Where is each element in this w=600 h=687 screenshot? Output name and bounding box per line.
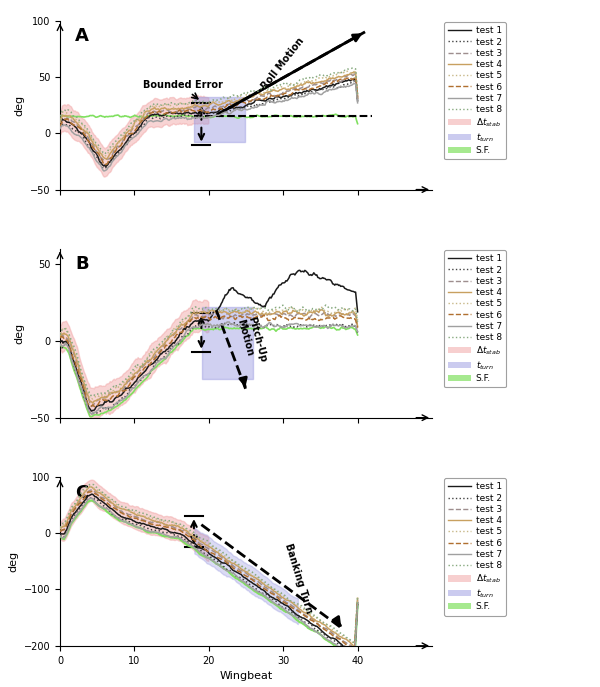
Text: Bounded Error: Bounded Error xyxy=(143,80,223,91)
Text: C: C xyxy=(75,484,88,502)
Legend: test 1, test 2, test 3, test 4, test 5, test 6, test 7, test 8, $\Delta t_{stab}: test 1, test 2, test 3, test 4, test 5, … xyxy=(444,478,506,616)
Y-axis label: deg: deg xyxy=(8,551,18,572)
Text: Banking Turn: Banking Turn xyxy=(283,542,314,614)
Text: B: B xyxy=(75,256,89,273)
Text: Roll Motion: Roll Motion xyxy=(260,36,307,91)
X-axis label: Wingbeat: Wingbeat xyxy=(220,671,272,681)
Y-axis label: deg: deg xyxy=(14,323,24,344)
Y-axis label: deg: deg xyxy=(14,95,24,115)
Text: Pitch-Up
Motion: Pitch-Up Motion xyxy=(235,315,268,366)
Text: A: A xyxy=(75,27,89,45)
Legend: test 1, test 2, test 3, test 4, test 5, test 6, test 7, test 8, $\Delta t_{stab}: test 1, test 2, test 3, test 4, test 5, … xyxy=(444,250,506,387)
Legend: test 1, test 2, test 3, test 4, test 5, test 6, test 7, test 8, $\Delta t_{stab}: test 1, test 2, test 3, test 4, test 5, … xyxy=(444,22,506,159)
